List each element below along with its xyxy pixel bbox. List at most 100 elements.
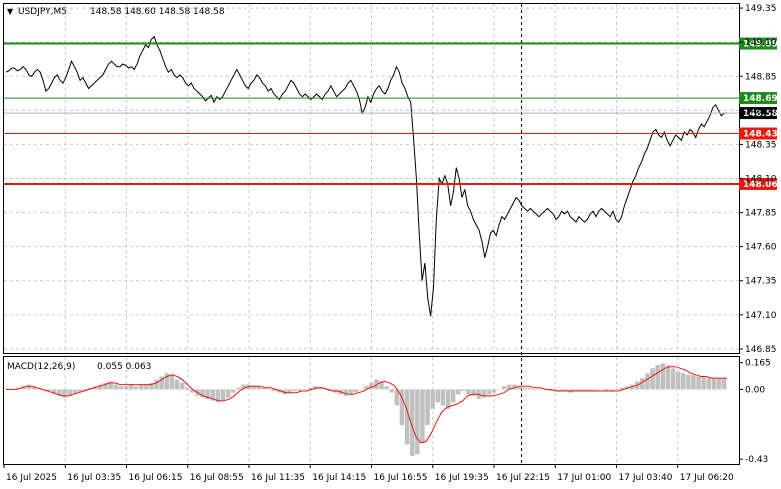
macd-bar bbox=[609, 389, 614, 391]
macd-bar bbox=[527, 387, 533, 390]
macd-bar bbox=[721, 378, 727, 390]
macd-bar bbox=[369, 382, 374, 390]
macd-bar bbox=[435, 389, 440, 403]
macd-bar bbox=[496, 389, 502, 390]
y-tick-label: 148.60 bbox=[745, 106, 777, 116]
price-line bbox=[5, 35, 727, 317]
macd-bar bbox=[164, 373, 169, 390]
level-label: 148.69 bbox=[743, 94, 778, 104]
macd-bar bbox=[128, 384, 134, 390]
level-tag bbox=[739, 177, 777, 190]
macd-bar bbox=[26, 384, 31, 390]
x-tick-label: 16 Jul 08:55 bbox=[190, 473, 244, 483]
y-tick-label: 148.85 bbox=[745, 72, 777, 82]
macd-bar bbox=[558, 389, 563, 391]
price-y-axis: 149.35 149.10 148.85 148.60 148.35 148.10 147.… bbox=[739, 4, 777, 355]
macd-bar bbox=[430, 389, 435, 409]
macd-bar bbox=[491, 389, 497, 393]
macd-bar bbox=[548, 389, 553, 391]
time-x-axis: 16 Jul 2025 16 Jul 03:35 16 Jul 06:15 16 Ju… bbox=[3, 464, 734, 483]
x-tick-label: 16 Jul 22:15 bbox=[496, 473, 550, 483]
macd-bar bbox=[98, 384, 103, 390]
macd-bar bbox=[225, 389, 231, 398]
level-tag bbox=[739, 127, 777, 140]
level-label: 149.09 bbox=[743, 40, 778, 50]
macd-bar bbox=[220, 389, 226, 401]
y-tick-label: 147.35 bbox=[745, 277, 777, 287]
macd-bar bbox=[144, 384, 149, 390]
macd-bar bbox=[302, 389, 308, 390]
y-tick-label: 146.85 bbox=[745, 345, 777, 355]
macd-bar bbox=[348, 389, 354, 395]
macd-bar bbox=[512, 384, 517, 390]
macd-bar bbox=[456, 389, 461, 395]
macd-bar bbox=[701, 376, 706, 390]
macd-bar bbox=[553, 389, 558, 391]
level-label: 148.06 bbox=[743, 180, 778, 190]
macd-bar bbox=[522, 387, 527, 390]
price-line-group: 148.58 bbox=[4, 35, 778, 317]
macd-bar bbox=[670, 368, 676, 390]
macd-bar bbox=[696, 376, 701, 390]
macd-bar bbox=[706, 378, 711, 390]
y-tick-label: 149.35 bbox=[745, 4, 777, 14]
macd-bar bbox=[389, 389, 394, 393]
x-tick-label: 16 Jul 11:35 bbox=[251, 473, 305, 483]
macd-bar bbox=[21, 386, 26, 390]
symbol-dropdown-icon[interactable]: ▼ bbox=[7, 7, 14, 16]
macd-values: 0.055 0.063 bbox=[97, 362, 151, 372]
macd-bar bbox=[236, 387, 241, 390]
level-tag bbox=[739, 37, 777, 50]
macd-bar bbox=[594, 389, 599, 391]
level-label: 148.43 bbox=[743, 130, 778, 140]
macd-signal-line-group bbox=[6, 366, 727, 444]
macd-bar bbox=[179, 382, 185, 390]
macd-bar bbox=[507, 384, 512, 390]
macd-bar bbox=[588, 389, 594, 391]
macd-bar bbox=[614, 389, 619, 390]
macd-bar bbox=[686, 374, 691, 390]
macd-bar bbox=[410, 389, 415, 456]
macd-bar bbox=[425, 389, 430, 426]
macd-bar bbox=[461, 389, 466, 391]
current-price-tag bbox=[739, 107, 777, 120]
macd-bar bbox=[323, 389, 328, 390]
macd-bar bbox=[532, 389, 538, 390]
macd-bar bbox=[343, 389, 348, 396]
macd-bar bbox=[312, 386, 318, 390]
macd-label: MACD(12,26,9) bbox=[7, 362, 75, 372]
macd-bar bbox=[169, 374, 175, 390]
macd-bar bbox=[481, 389, 487, 398]
x-tick-label: 16 Jul 16:55 bbox=[374, 473, 428, 483]
macd-histogram bbox=[6, 363, 727, 456]
macd-bar bbox=[573, 389, 579, 391]
x-tick-label: 17 Jul 03:40 bbox=[619, 473, 673, 483]
level-tag bbox=[739, 92, 777, 105]
macd-bar bbox=[256, 386, 262, 390]
macd-bar bbox=[450, 389, 456, 403]
macd-bar bbox=[139, 384, 144, 390]
macd-bar bbox=[190, 389, 195, 393]
macd-bar bbox=[174, 379, 180, 390]
macd-bar bbox=[358, 389, 364, 390]
macd-bar bbox=[619, 387, 625, 390]
macd-bar bbox=[57, 389, 62, 396]
x-tick-label: 16 Jul 19:35 bbox=[435, 473, 489, 483]
macd-bar bbox=[655, 365, 660, 390]
macd-bar bbox=[420, 389, 425, 443]
macd-bar bbox=[404, 389, 410, 445]
macd-bar bbox=[353, 389, 359, 393]
macd-bar bbox=[149, 382, 154, 390]
y-tick-label: 147.60 bbox=[745, 243, 777, 253]
macd-bar bbox=[72, 389, 77, 395]
macd-y-tick-label: -0.43 bbox=[745, 455, 768, 465]
macd-bar bbox=[297, 389, 302, 391]
macd-bar bbox=[379, 381, 384, 390]
y-tick-label: 149.10 bbox=[745, 38, 777, 48]
macd-bar bbox=[711, 378, 717, 390]
macd-bar bbox=[241, 384, 246, 390]
x-tick-label: 17 Jul 01:00 bbox=[557, 473, 611, 483]
macd-bar bbox=[415, 389, 420, 455]
macd-bar bbox=[185, 387, 190, 390]
x-tick-label: 16 Jul 06:15 bbox=[129, 473, 183, 483]
